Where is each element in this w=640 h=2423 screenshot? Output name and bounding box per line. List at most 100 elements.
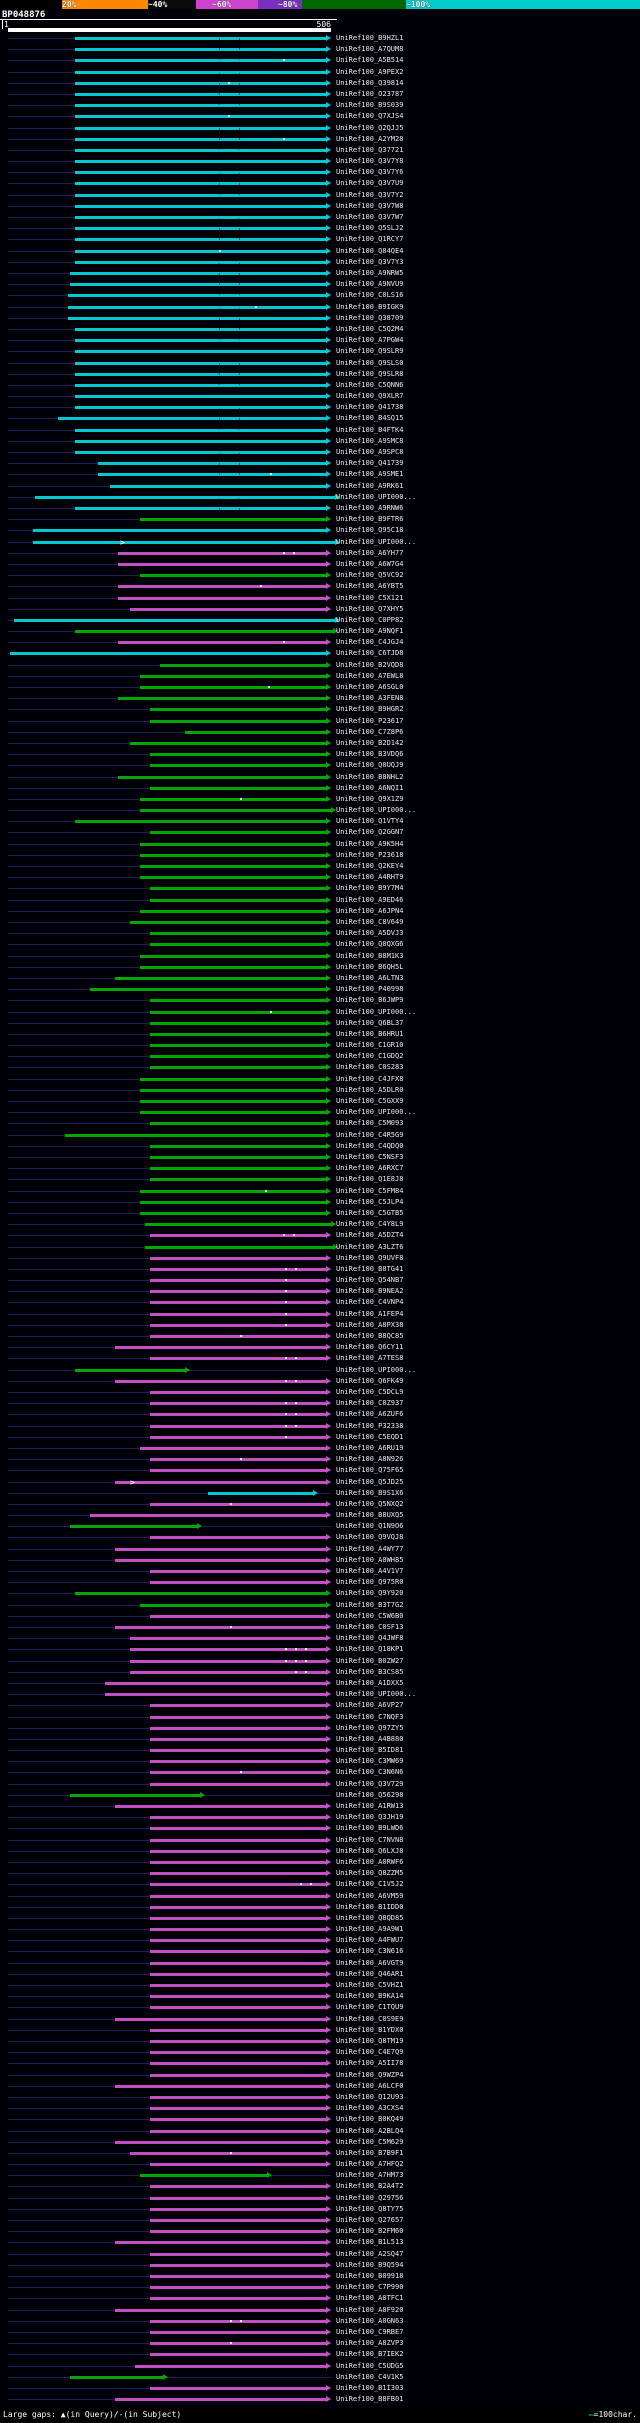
hit-row[interactable]: UniRef100_A3LZT6	[0, 1242, 640, 1253]
hit-row[interactable]: UniRef100_A2BLQ4	[0, 2126, 640, 2137]
alignment-bar[interactable]	[150, 1950, 327, 1954]
hit-row[interactable]: UniRef100_Q3V7U9	[0, 178, 640, 189]
alignment-bar[interactable]	[110, 484, 327, 488]
hit-row[interactable]: UniRef100_Q27657	[0, 2215, 640, 2226]
hit-row[interactable]: UniRef100_Q4JWF8	[0, 1633, 640, 1644]
hit-label[interactable]: UniRef100_A8F920	[336, 2305, 404, 2314]
hit-row[interactable]: UniRef100_B09918	[0, 2271, 640, 2282]
alignment-bar[interactable]	[115, 2140, 327, 2144]
hit-row[interactable]: UniRef100_Q9VQJ8	[0, 1532, 640, 1543]
hit-label[interactable]: UniRef100_A9RNW6	[336, 503, 404, 512]
alignment-bar[interactable]	[140, 809, 332, 813]
alignment-bar[interactable]	[140, 574, 327, 578]
hit-label[interactable]: UniRef100_Q12U93	[336, 2092, 404, 2101]
hit-row[interactable]: UniRef100_Q54NB7	[0, 1275, 640, 1286]
hit-label[interactable]: UniRef100_C5NSF3	[336, 1153, 404, 1161]
hit-row[interactable]: UniRef100_A0TFC1	[0, 2293, 640, 2304]
hit-label[interactable]: UniRef100_B9S1X6	[336, 1488, 404, 1497]
hit-row[interactable]: UniRef100_C0SF13	[0, 1622, 640, 1633]
hit-row[interactable]: UniRef100_B8UXQ5	[0, 1510, 640, 1521]
hit-row[interactable]: UniRef100_Q6FK49	[0, 1376, 640, 1387]
hit-row[interactable]: UniRef100_B3CS85	[0, 1667, 640, 1678]
hit-row[interactable]: UniRef100_B3VDQ6	[0, 749, 640, 760]
hit-label[interactable]: UniRef100_Q9SLR8	[336, 369, 404, 378]
hit-label[interactable]: UniRef100_Q41738	[336, 403, 404, 412]
hit-label[interactable]: UniRef100_C5W6B0	[336, 1611, 404, 1620]
hit-label[interactable]: UniRef100_A6YH77	[336, 548, 404, 557]
hit-row[interactable]: UniRef100_A5II78	[0, 2058, 640, 2069]
alignment-bar[interactable]	[150, 2319, 327, 2323]
alignment-bar[interactable]	[150, 1961, 327, 1965]
alignment-bar[interactable]	[150, 1782, 327, 1786]
hit-row[interactable]: UniRef100_A9A9W1	[0, 1924, 640, 1935]
hit-row[interactable]: UniRef100_B1YDX0	[0, 2025, 640, 2036]
hit-row[interactable]: UniRef100_Q41739	[0, 458, 640, 469]
hit-row[interactable]: UniRef100_Q9Y920	[0, 1588, 640, 1599]
hit-row[interactable]: UniRef100_Q5NXQ2	[0, 1499, 640, 1510]
alignment-bar[interactable]	[150, 1424, 327, 1428]
hit-row[interactable]: UniRef100_A6LTN3	[0, 973, 640, 984]
hit-label[interactable]: UniRef100_A7HFQ2	[336, 2160, 404, 2169]
hit-row[interactable]: UniRef100_C5VHZ1	[0, 1980, 640, 1991]
hit-row[interactable]: UniRef100_B9IGK9	[0, 302, 640, 313]
alignment-bar[interactable]	[75, 137, 327, 141]
alignment-bar[interactable]	[150, 2252, 327, 2256]
hit-label[interactable]: UniRef100_UPI000...	[336, 1690, 417, 1699]
hit-label[interactable]: UniRef100_Q9XLR7	[336, 392, 404, 401]
alignment-bar[interactable]	[118, 585, 327, 589]
alignment-bar[interactable]	[75, 350, 327, 354]
hit-label[interactable]: UniRef100_Q37721	[336, 145, 404, 154]
hit-label[interactable]: UniRef100_Q9X1Z9	[336, 794, 404, 803]
alignment-bar[interactable]	[150, 1905, 327, 1909]
alignment-bar[interactable]	[150, 887, 327, 891]
alignment-bar[interactable]	[150, 1301, 327, 1305]
hit-label[interactable]: UniRef100_Q3V7Y6	[336, 168, 404, 177]
hit-row[interactable]: UniRef100_A9SME1	[0, 469, 640, 480]
hit-row[interactable]: UniRef100_A0RWF6	[0, 1857, 640, 1868]
hit-row[interactable]: UniRef100_B2VQD8	[0, 660, 640, 671]
hit-label[interactable]: UniRef100_Q95C18	[336, 526, 404, 535]
hit-row[interactable]: UniRef100_C7Z8P6	[0, 727, 640, 738]
alignment-bar[interactable]	[150, 1860, 327, 1864]
alignment-bar[interactable]	[75, 227, 327, 231]
hit-label[interactable]: UniRef100_A9RK61	[336, 481, 404, 490]
alignment-bar[interactable]	[150, 1827, 327, 1831]
hit-row[interactable]: UniRef100_A9NVU9	[0, 279, 640, 290]
alignment-bar[interactable]	[150, 1435, 327, 1439]
hit-row[interactable]: UniRef100_A9NQF1	[0, 626, 640, 637]
hit-row[interactable]: UniRef100_A9SPC8	[0, 447, 640, 458]
hit-row[interactable]: UniRef100_B9NEA2	[0, 1286, 640, 1297]
hit-row[interactable]: UniRef100_B9Q594	[0, 2260, 640, 2271]
hit-label[interactable]: UniRef100_O23787	[336, 89, 404, 98]
hit-row[interactable]: UniRef100_B7IEK2	[0, 2349, 640, 2360]
alignment-bar[interactable]	[75, 160, 327, 164]
hit-label[interactable]: UniRef100_A6RU19	[336, 1443, 404, 1452]
hit-label[interactable]: UniRef100_B2VQD8	[336, 660, 404, 669]
hit-row[interactable]: UniRef100_C1V5J2	[0, 1879, 640, 1890]
hit-label[interactable]: UniRef100_P40998	[336, 985, 404, 994]
hit-label[interactable]: UniRef100_Q1RCY7	[336, 235, 404, 244]
hit-row[interactable]: UniRef100_Q9SLR9	[0, 346, 640, 357]
hit-row[interactable]: UniRef100_Q2KEY4	[0, 861, 640, 872]
hit-row[interactable]: UniRef100_C0S283	[0, 1062, 640, 1073]
hit-row[interactable]: UniRef100_A6RXC7	[0, 1163, 640, 1174]
alignment-bar[interactable]	[105, 1693, 327, 1697]
hit-row[interactable]: UniRef100_C5UDG5	[0, 2361, 640, 2372]
hit-row[interactable]: UniRef100_B6QH5L	[0, 962, 640, 973]
alignment-bar[interactable]	[150, 2286, 327, 2290]
hit-label[interactable]: UniRef100_B6HRU1	[336, 1029, 404, 1038]
hit-row[interactable]: UniRef100_B7B9F1	[0, 2148, 640, 2159]
hit-label[interactable]: UniRef100_C5M629	[336, 2137, 404, 2146]
alignment-bar[interactable]	[140, 674, 327, 678]
hit-label[interactable]: UniRef100_A6VP27	[336, 1701, 404, 1710]
alignment-bar[interactable]	[150, 1883, 327, 1887]
hit-row[interactable]: UniRef100_C3MW69	[0, 1756, 640, 1767]
alignment-bar[interactable]	[105, 1681, 327, 1685]
hit-row[interactable]: UniRef100_C5EQD1	[0, 1432, 640, 1443]
hit-label[interactable]: UniRef100_B9S039	[336, 101, 404, 110]
hit-row[interactable]: UniRef100_C5X121	[0, 593, 640, 604]
hit-row[interactable]: UniRef100_B8M1K3	[0, 951, 640, 962]
hit-label[interactable]: UniRef100_UPI000...	[336, 1365, 417, 1374]
hit-label[interactable]: UniRef100_C9RBE7	[336, 2327, 404, 2336]
hit-row[interactable]: UniRef100_Q39814	[0, 78, 640, 89]
